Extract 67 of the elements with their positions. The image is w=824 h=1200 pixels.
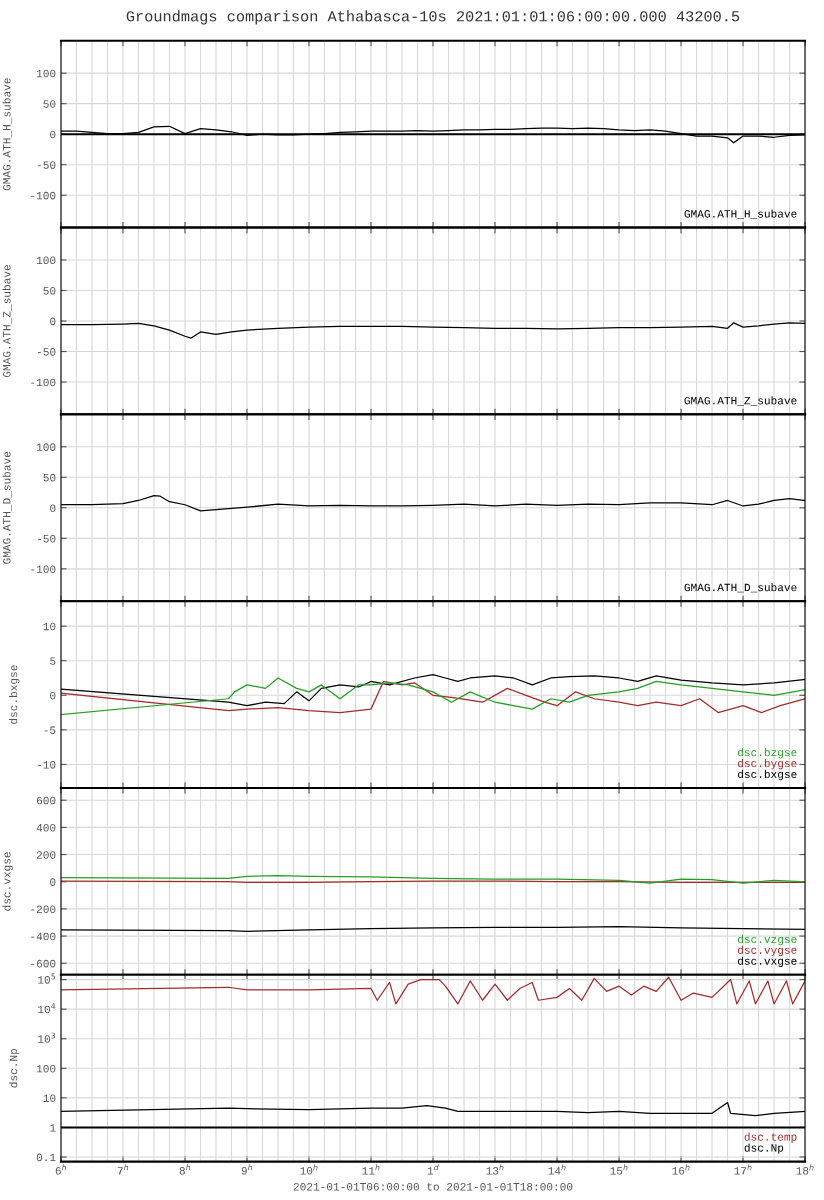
text: dsc.temp <box>744 1132 797 1143</box>
x-tick-label: 6$^{h}$ <box>55 1164 67 1175</box>
y-tick-label: -100 <box>31 378 56 387</box>
text: dsc.Np <box>744 1143 784 1154</box>
y-tick-label: 10$^{3}$ <box>38 1032 56 1043</box>
text: dsc.bxgse <box>738 769 797 781</box>
y-tick-label: 50 <box>43 473 56 482</box>
y-axis-title: GMAG.ATH_H_subave <box>2 78 12 191</box>
y-tick-label: 1 <box>50 1124 56 1132</box>
y-tick-label: 5 <box>50 657 56 665</box>
y-tick-label: 10 <box>43 622 56 631</box>
y-tick-label: 0 <box>50 130 56 139</box>
y-tick-label: 600 <box>36 796 56 805</box>
y-tick-label: -600 <box>31 959 56 968</box>
text: dsc.vygse <box>738 945 797 957</box>
y-tick-label: 10 <box>43 1094 56 1103</box>
y-tick-label: -5 <box>44 726 56 735</box>
x-tick-label: 15$^{h}$ <box>610 1164 628 1175</box>
y-tick-label: -100 <box>31 191 56 200</box>
y-tick-label: -200 <box>31 905 56 914</box>
text: dsc.vxgse <box>738 956 797 968</box>
text: dsc.bzgse <box>738 748 797 759</box>
y-tick-label: 0.1 <box>36 1153 56 1162</box>
y-tick-label: -50 <box>37 161 56 169</box>
y-axis-title: GMAG.ATH_Z_subave <box>2 265 12 378</box>
chart-title: Groundmags comparison Athabasca-10s 2021:01:01:06:00:00.000 43200.5 <box>126 10 740 25</box>
y-axis-title: dsc.vxgse <box>2 852 13 911</box>
x-tick-label: 11$^{h}$ <box>362 1164 380 1175</box>
y-axis-title: dsc.bxgse <box>9 665 20 724</box>
y-tick-label: -100 <box>31 565 56 573</box>
x-tick-label: 10$^{h}$ <box>300 1164 318 1175</box>
y-tick-label: 0 <box>50 878 56 886</box>
line-series <box>60 875 806 884</box>
y-tick-label: -400 <box>31 932 56 941</box>
x-tick-label: 16$^{h}$ <box>672 1164 690 1175</box>
y-tick-label: 100 <box>36 69 56 78</box>
x-tick-label: 14$^{h}$ <box>548 1164 566 1175</box>
text: dsc.bygse <box>738 758 797 770</box>
y-axis-title: dsc.Np <box>9 1048 20 1088</box>
y-tick-label: -50 <box>37 534 56 543</box>
x-tick-label: 17$^{h}$ <box>734 1164 752 1175</box>
text: dsc.vzgse <box>738 934 797 946</box>
y-tick-label: 200 <box>36 851 56 859</box>
text: GMAG.ATH_H_subave <box>684 209 797 219</box>
x-tick-label: 18$^{h}$ <box>796 1164 814 1175</box>
x-tick-label: 13$^{h}$ <box>486 1164 504 1175</box>
x-tick-label: 1$^{d}$ <box>427 1164 439 1175</box>
text: GMAG.ATH_Z_subave <box>684 396 797 406</box>
x-tick-label: 9$^{h}$ <box>241 1164 253 1175</box>
y-tick-label: 400 <box>36 823 56 832</box>
y-tick-label: 0 <box>50 691 56 700</box>
x-tick-label: 7$^{h}$ <box>117 1164 129 1175</box>
x-axis-title: 2021-01-01T06:00:00 to 2021-01-01T18:00:00 <box>293 1182 573 1191</box>
y-tick-label: 50 <box>43 287 56 295</box>
y-axis-title: GMAG.ATH_D_subave <box>2 451 12 564</box>
y-tick-label: 0 <box>50 504 56 512</box>
y-tick-label: 0 <box>50 317 56 326</box>
text: GMAG.ATH_D_subave <box>684 583 797 593</box>
y-tick-label: 100 <box>36 443 56 451</box>
y-tick-label: 100 <box>36 256 56 265</box>
y-tick-label: 10$^{4}$ <box>38 1003 56 1014</box>
y-tick-label: -50 <box>37 348 56 356</box>
y-tick-label: 10$^{5}$ <box>38 973 56 984</box>
y-tick-label: 100 <box>36 1064 56 1073</box>
x-tick-label: 8$^{h}$ <box>179 1164 191 1175</box>
y-tick-label: -10 <box>37 761 56 769</box>
y-tick-label: 50 <box>43 100 56 108</box>
